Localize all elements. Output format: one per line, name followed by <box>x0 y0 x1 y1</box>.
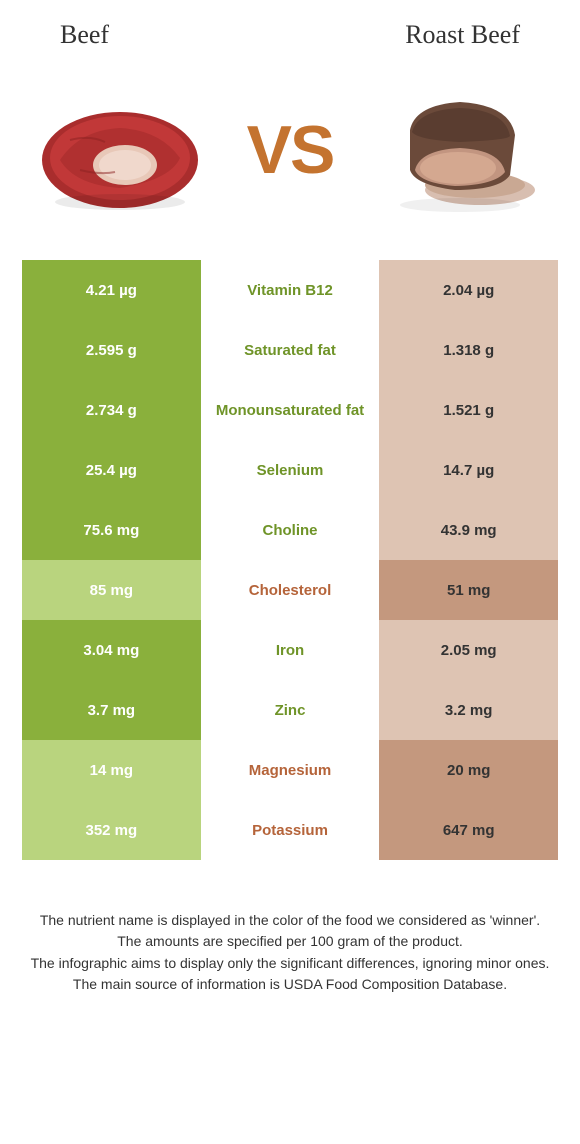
right-value: 1.521 g <box>379 380 558 440</box>
left-value: 2.734 g <box>22 380 201 440</box>
left-value: 25.4 µg <box>22 440 201 500</box>
nutrient-name: Vitamin B12 <box>201 260 380 320</box>
nutrient-name: Selenium <box>201 440 380 500</box>
left-value: 4.21 µg <box>22 260 201 320</box>
nutrient-name: Zinc <box>201 680 380 740</box>
footer-line: The main source of information is USDA F… <box>30 974 550 994</box>
comparison-table: 4.21 µgVitamin B122.04 µg2.595 gSaturate… <box>22 260 558 860</box>
right-value: 51 mg <box>379 560 558 620</box>
right-value: 2.04 µg <box>379 260 558 320</box>
right-value: 3.2 mg <box>379 680 558 740</box>
right-value: 647 mg <box>379 800 558 860</box>
nutrient-name: Potassium <box>201 800 380 860</box>
table-row: 2.595 gSaturated fat1.318 g <box>22 320 558 380</box>
images-row: VS <box>0 60 580 260</box>
table-row: 75.6 mgCholine43.9 mg <box>22 500 558 560</box>
nutrient-name: Magnesium <box>201 740 380 800</box>
right-value: 1.318 g <box>379 320 558 380</box>
nutrient-name: Monounsaturated fat <box>201 380 380 440</box>
table-row: 2.734 gMonounsaturated fat1.521 g <box>22 380 558 440</box>
footer-line: The infographic aims to display only the… <box>30 953 550 973</box>
table-row: 3.7 mgZinc3.2 mg <box>22 680 558 740</box>
footer-notes: The nutrient name is displayed in the co… <box>0 860 580 1015</box>
table-row: 14 mgMagnesium20 mg <box>22 740 558 800</box>
nutrient-name: Choline <box>201 500 380 560</box>
nutrient-name: Saturated fat <box>201 320 380 380</box>
table-row: 85 mgCholesterol51 mg <box>22 560 558 620</box>
left-value: 352 mg <box>22 800 201 860</box>
left-food-title: Beef <box>60 20 109 50</box>
left-value: 2.595 g <box>22 320 201 380</box>
right-value: 43.9 mg <box>379 500 558 560</box>
left-value: 3.7 mg <box>22 680 201 740</box>
nutrient-name: Iron <box>201 620 380 680</box>
table-row: 3.04 mgIron2.05 mg <box>22 620 558 680</box>
beef-image <box>30 80 210 220</box>
roast-beef-image <box>370 80 550 220</box>
left-value: 85 mg <box>22 560 201 620</box>
right-value: 20 mg <box>379 740 558 800</box>
vs-label: VS <box>247 111 334 189</box>
header: Beef Roast Beef <box>0 0 580 60</box>
left-value: 75.6 mg <box>22 500 201 560</box>
table-row: 4.21 µgVitamin B122.04 µg <box>22 260 558 320</box>
right-value: 2.05 mg <box>379 620 558 680</box>
right-food-title: Roast Beef <box>405 20 520 50</box>
left-value: 3.04 mg <box>22 620 201 680</box>
table-row: 25.4 µgSelenium14.7 µg <box>22 440 558 500</box>
left-value: 14 mg <box>22 740 201 800</box>
right-value: 14.7 µg <box>379 440 558 500</box>
nutrient-name: Cholesterol <box>201 560 380 620</box>
footer-line: The nutrient name is displayed in the co… <box>30 910 550 930</box>
table-row: 352 mgPotassium647 mg <box>22 800 558 860</box>
footer-line: The amounts are specified per 100 gram o… <box>30 931 550 951</box>
